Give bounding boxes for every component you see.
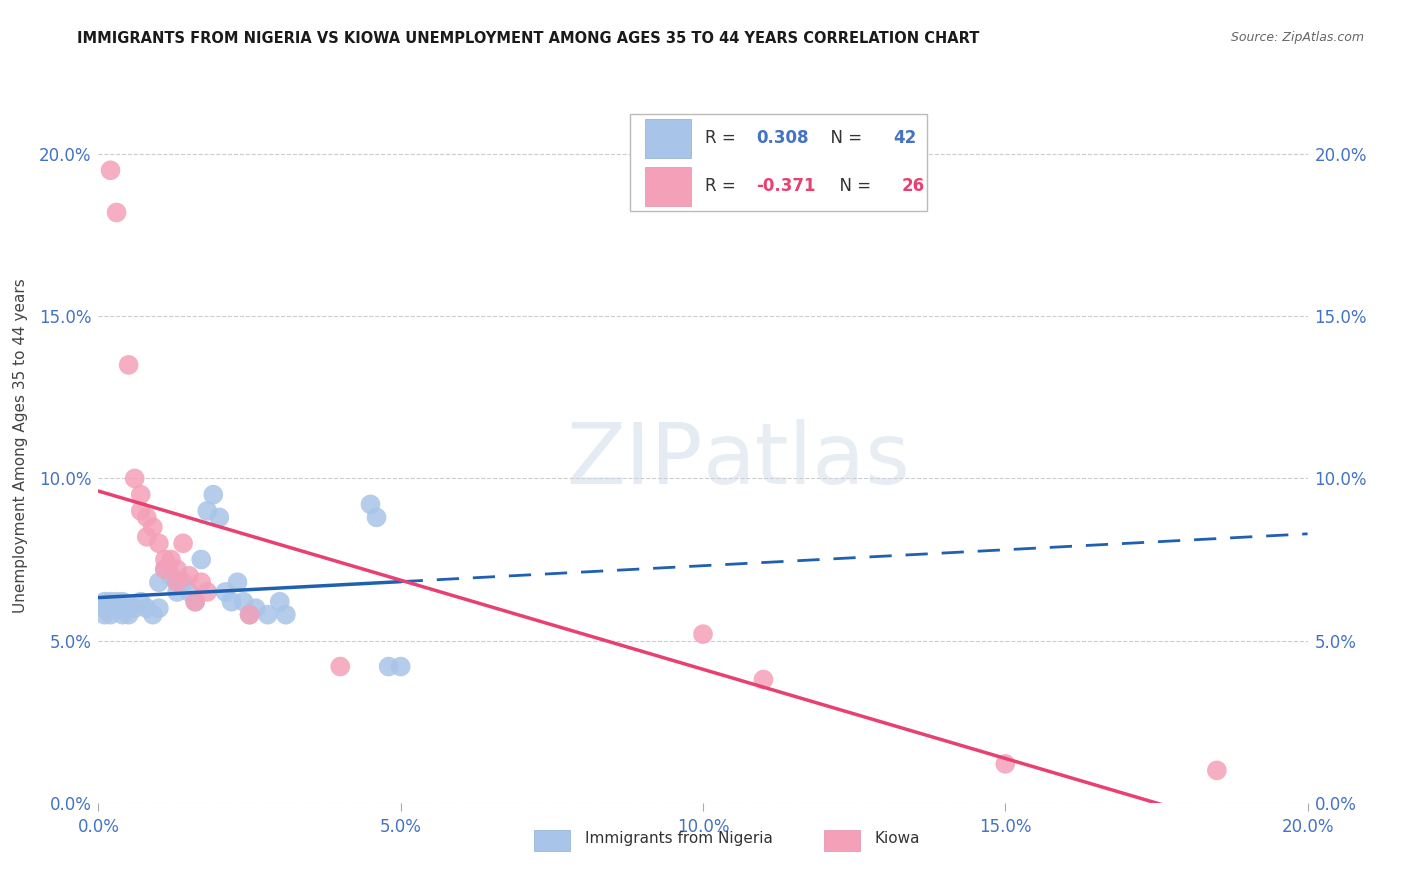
Point [389, 659, 412, 673]
Point [692, 627, 714, 641]
Point [105, 205, 128, 219]
Text: Source: ZipAtlas.com: Source: ZipAtlas.com [1230, 31, 1364, 45]
Point [118, 607, 141, 622]
Point [118, 358, 141, 372]
Point [135, 601, 157, 615]
Point [377, 659, 399, 673]
Text: ZIP: ZIP [567, 418, 703, 502]
Point [93, 607, 115, 622]
Point [153, 562, 176, 576]
Point [129, 504, 152, 518]
Point [105, 601, 128, 615]
Y-axis label: Unemployment Among Ages 35 to 44 years: Unemployment Among Ages 35 to 44 years [13, 278, 28, 614]
Text: 0.308: 0.308 [756, 129, 808, 147]
Point [160, 552, 183, 566]
Point [105, 595, 128, 609]
Point [93, 601, 115, 615]
Point [190, 575, 212, 590]
Point [752, 673, 775, 687]
Point [195, 585, 218, 599]
Point [111, 607, 134, 622]
Point [129, 595, 152, 609]
Point [93, 595, 115, 609]
Point [269, 595, 291, 609]
Point [166, 575, 188, 590]
Point [179, 568, 201, 582]
Text: Kiowa: Kiowa [875, 831, 920, 846]
Point [214, 585, 236, 599]
Point [274, 607, 297, 622]
Text: 42: 42 [893, 129, 917, 147]
Point [129, 488, 152, 502]
Point [153, 552, 176, 566]
Point [329, 659, 352, 673]
Point [142, 607, 165, 622]
FancyBboxPatch shape [630, 114, 927, 211]
Point [166, 562, 188, 576]
Point [100, 607, 122, 622]
Text: R =: R = [706, 178, 741, 195]
Point [148, 601, 170, 615]
Point [190, 552, 212, 566]
Point [160, 568, 183, 582]
Point [118, 601, 141, 615]
Text: 26: 26 [901, 178, 924, 195]
Text: -0.371: -0.371 [756, 178, 815, 195]
Bar [824, 830, 860, 851]
Point [166, 575, 188, 590]
Point [226, 575, 249, 590]
Point [100, 601, 122, 615]
Point [172, 536, 194, 550]
Point [148, 575, 170, 590]
Point [202, 488, 225, 502]
Point [195, 504, 218, 518]
Text: atlas: atlas [703, 418, 911, 502]
Point [135, 510, 157, 524]
Text: IMMIGRANTS FROM NIGERIA VS KIOWA UNEMPLOYMENT AMONG AGES 35 TO 44 YEARS CORRELAT: IMMIGRANTS FROM NIGERIA VS KIOWA UNEMPLO… [77, 31, 980, 46]
Point [179, 585, 201, 599]
Bar [645, 119, 690, 158]
Point [239, 607, 262, 622]
Point [239, 607, 262, 622]
Point [111, 595, 134, 609]
Point [184, 595, 207, 609]
Text: Immigrants from Nigeria: Immigrants from Nigeria [585, 831, 772, 846]
Bar [645, 167, 690, 206]
Point [153, 562, 176, 576]
Point [166, 585, 188, 599]
Point [1206, 764, 1229, 778]
Point [124, 471, 146, 485]
Text: R =: R = [706, 129, 741, 147]
Point [100, 595, 122, 609]
Point [256, 607, 278, 622]
Point [245, 601, 267, 615]
Point [208, 510, 231, 524]
Point [172, 575, 194, 590]
Point [366, 510, 388, 524]
Text: N =: N = [820, 129, 868, 147]
Point [232, 595, 254, 609]
Point [360, 497, 382, 511]
Point [994, 756, 1017, 771]
Point [221, 595, 243, 609]
Point [148, 536, 170, 550]
Point [184, 595, 207, 609]
Text: N =: N = [828, 178, 876, 195]
Point [100, 163, 122, 178]
Point [142, 520, 165, 534]
Bar [534, 830, 569, 851]
Point [135, 530, 157, 544]
Point [124, 601, 146, 615]
